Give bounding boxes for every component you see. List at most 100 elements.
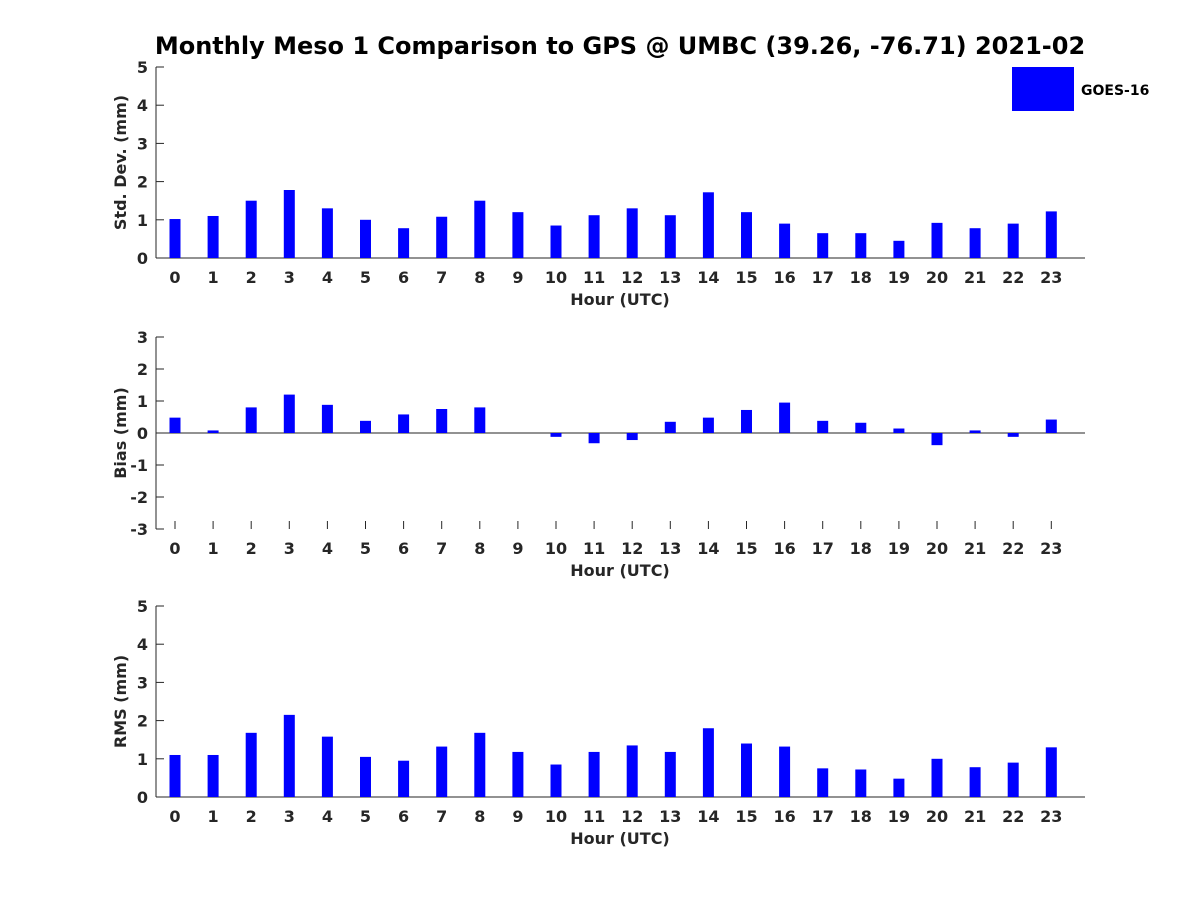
bar-hour-11 [588,215,600,258]
x-tick-label: 23 [1040,807,1062,826]
x-tick-label: 21 [964,539,986,558]
x-tick-label: 15 [735,539,757,558]
bar-hour-5 [360,756,371,797]
bar-hour-4 [321,208,333,258]
x-tick-label: 15 [735,807,757,826]
x-tick-label: 6 [398,268,409,287]
x-tick-label: 12 [621,268,643,287]
y-tick-label: 1 [137,392,148,411]
x-tick-label: 23 [1040,268,1062,287]
x-tick-label: 3 [284,268,295,287]
bar-hour-3 [283,394,295,433]
y-tick-label: 2 [137,173,148,192]
bar-hour-22 [1007,433,1019,437]
x-tick-label: 18 [850,268,872,287]
bar-hour-8 [474,407,486,433]
y-tick-label: 2 [137,712,148,731]
x-tick-label: 13 [659,268,681,287]
y-tick-label: 0 [137,249,148,268]
x-tick-label: 0 [169,807,180,826]
x-tick-label: 21 [964,807,986,826]
x-tick-label: 14 [697,539,719,558]
bar-hour-20 [931,222,943,258]
x-tick-label: 1 [208,807,219,826]
x-tick-label: 10 [545,539,567,558]
x-tick-label: 21 [964,268,986,287]
x-tick-label: 3 [284,807,295,826]
bar-hour-10 [550,225,562,258]
y-tick-label: 5 [137,597,148,616]
bar-hour-0 [169,219,181,258]
bar-hour-13 [664,421,676,433]
x-tick-label: 12 [621,539,643,558]
bar-hour-7 [436,409,448,433]
x-tick-label: 8 [474,268,485,287]
x-tick-label: 16 [773,807,795,826]
y-tick-label: -3 [130,520,148,539]
x-tick-label: 9 [512,539,523,558]
bar-hour-3 [283,714,295,797]
x-axis-label: Hour (UTC) [570,561,670,580]
y-tick-label: 3 [137,134,148,153]
x-tick-label: 0 [169,539,180,558]
bar-hour-19 [893,778,905,797]
bar-hour-7 [436,216,448,258]
bar-hour-11 [588,751,600,797]
y-tick-label: 4 [137,635,148,654]
bar-hour-9 [512,751,524,797]
x-axis-label: Hour (UTC) [570,829,670,848]
bar-hour-14 [702,417,714,433]
x-tick-label: 8 [474,807,485,826]
bar-hour-18 [855,422,867,433]
y-tick-label: 3 [137,328,148,347]
y-tick-label: -1 [130,456,148,475]
legend-swatch [1012,67,1074,111]
x-tick-label: 7 [436,539,447,558]
x-axis-label: Hour (UTC) [570,290,670,309]
x-tick-label: 6 [398,539,409,558]
x-tick-label: 20 [926,268,948,287]
bar-hour-4 [321,736,333,797]
bar-hour-21 [969,228,981,258]
y-axis-label: RMS (mm) [111,655,130,748]
x-tick-label: 5 [360,539,371,558]
y-axis-label: Std. Dev. (mm) [111,95,130,230]
bar-hour-15 [741,743,752,797]
x-tick-label: 1 [208,539,219,558]
y-tick-label: 4 [137,96,148,115]
x-tick-label: 3 [284,539,295,558]
x-tick-label: 10 [545,268,567,287]
bar-hour-23 [1045,747,1057,797]
y-tick-label: -2 [130,488,148,507]
x-tick-label: 19 [888,807,910,826]
bar-hour-9 [512,212,524,258]
bar-hour-16 [779,402,791,433]
y-tick-label: 0 [137,424,148,443]
x-tick-label: 16 [773,539,795,558]
y-axis-label: Bias (mm) [111,387,130,479]
bar-hour-11 [588,433,600,444]
x-tick-label: 22 [1002,807,1024,826]
bar-hour-17 [817,768,829,797]
x-tick-label: 11 [583,268,605,287]
bar-hour-3 [283,190,295,258]
bar-hour-20 [931,433,943,446]
x-tick-label: 17 [812,807,834,826]
legend-label: GOES-16 [1081,83,1149,99]
bar-hour-8 [474,200,486,258]
y-tick-label: 2 [137,360,148,379]
bar-hour-5 [360,420,371,433]
bar-hour-22 [1007,762,1019,797]
bar-hour-14 [702,192,714,258]
bar-hour-17 [817,233,829,258]
x-tick-label: 22 [1002,539,1024,558]
bar-hour-2 [245,732,257,797]
bar-hour-2 [245,200,257,258]
bar-hour-6 [398,760,410,797]
bar-hour-6 [398,414,410,433]
x-tick-label: 13 [659,807,681,826]
